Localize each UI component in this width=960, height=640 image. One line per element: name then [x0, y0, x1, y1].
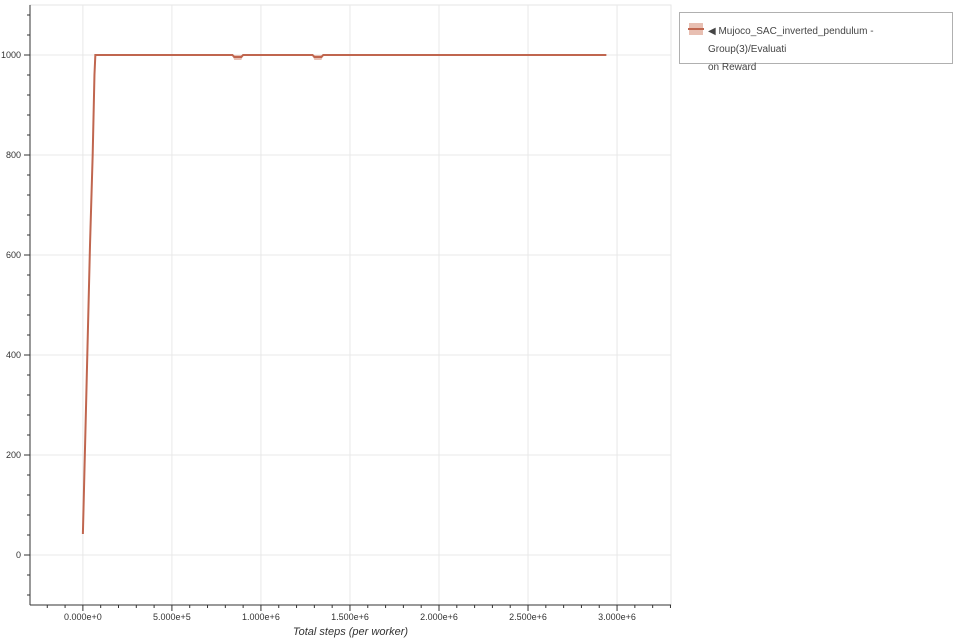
x-tick-label: 2.000e+6	[420, 612, 458, 622]
y-tick-label: 1000	[1, 50, 21, 60]
legend-swatch	[688, 23, 704, 35]
y-tick-label: 0	[16, 550, 21, 560]
x-tick-label: 2.500e+6	[509, 612, 547, 622]
y-tick-label: 200	[6, 450, 21, 460]
legend[interactable]: ◀ Mujoco_SAC_inverted_pendulum - Group(3…	[679, 12, 953, 73]
x-tick-label: 5.000e+5	[153, 612, 191, 622]
y-tick-label: 600	[6, 250, 21, 260]
plot-area	[29, 4, 672, 606]
x-tick-label: 1.500e+6	[331, 612, 369, 622]
x-axis-label: Total steps (per worker)	[293, 626, 408, 638]
legend-label-line1: ◀ Mujoco_SAC_inverted_pendulum - Group(3…	[708, 26, 874, 55]
y-tick-label: 800	[6, 150, 21, 160]
x-tick-label: 0.000e+0	[64, 612, 102, 622]
series-line	[81, 54, 607, 535]
y-tick-label: 400	[6, 350, 21, 360]
legend-label-line2: on Reward	[708, 62, 757, 73]
x-tick-label: 3.000e+6	[598, 612, 636, 622]
x-tick-label: 1.000e+6	[242, 612, 280, 622]
